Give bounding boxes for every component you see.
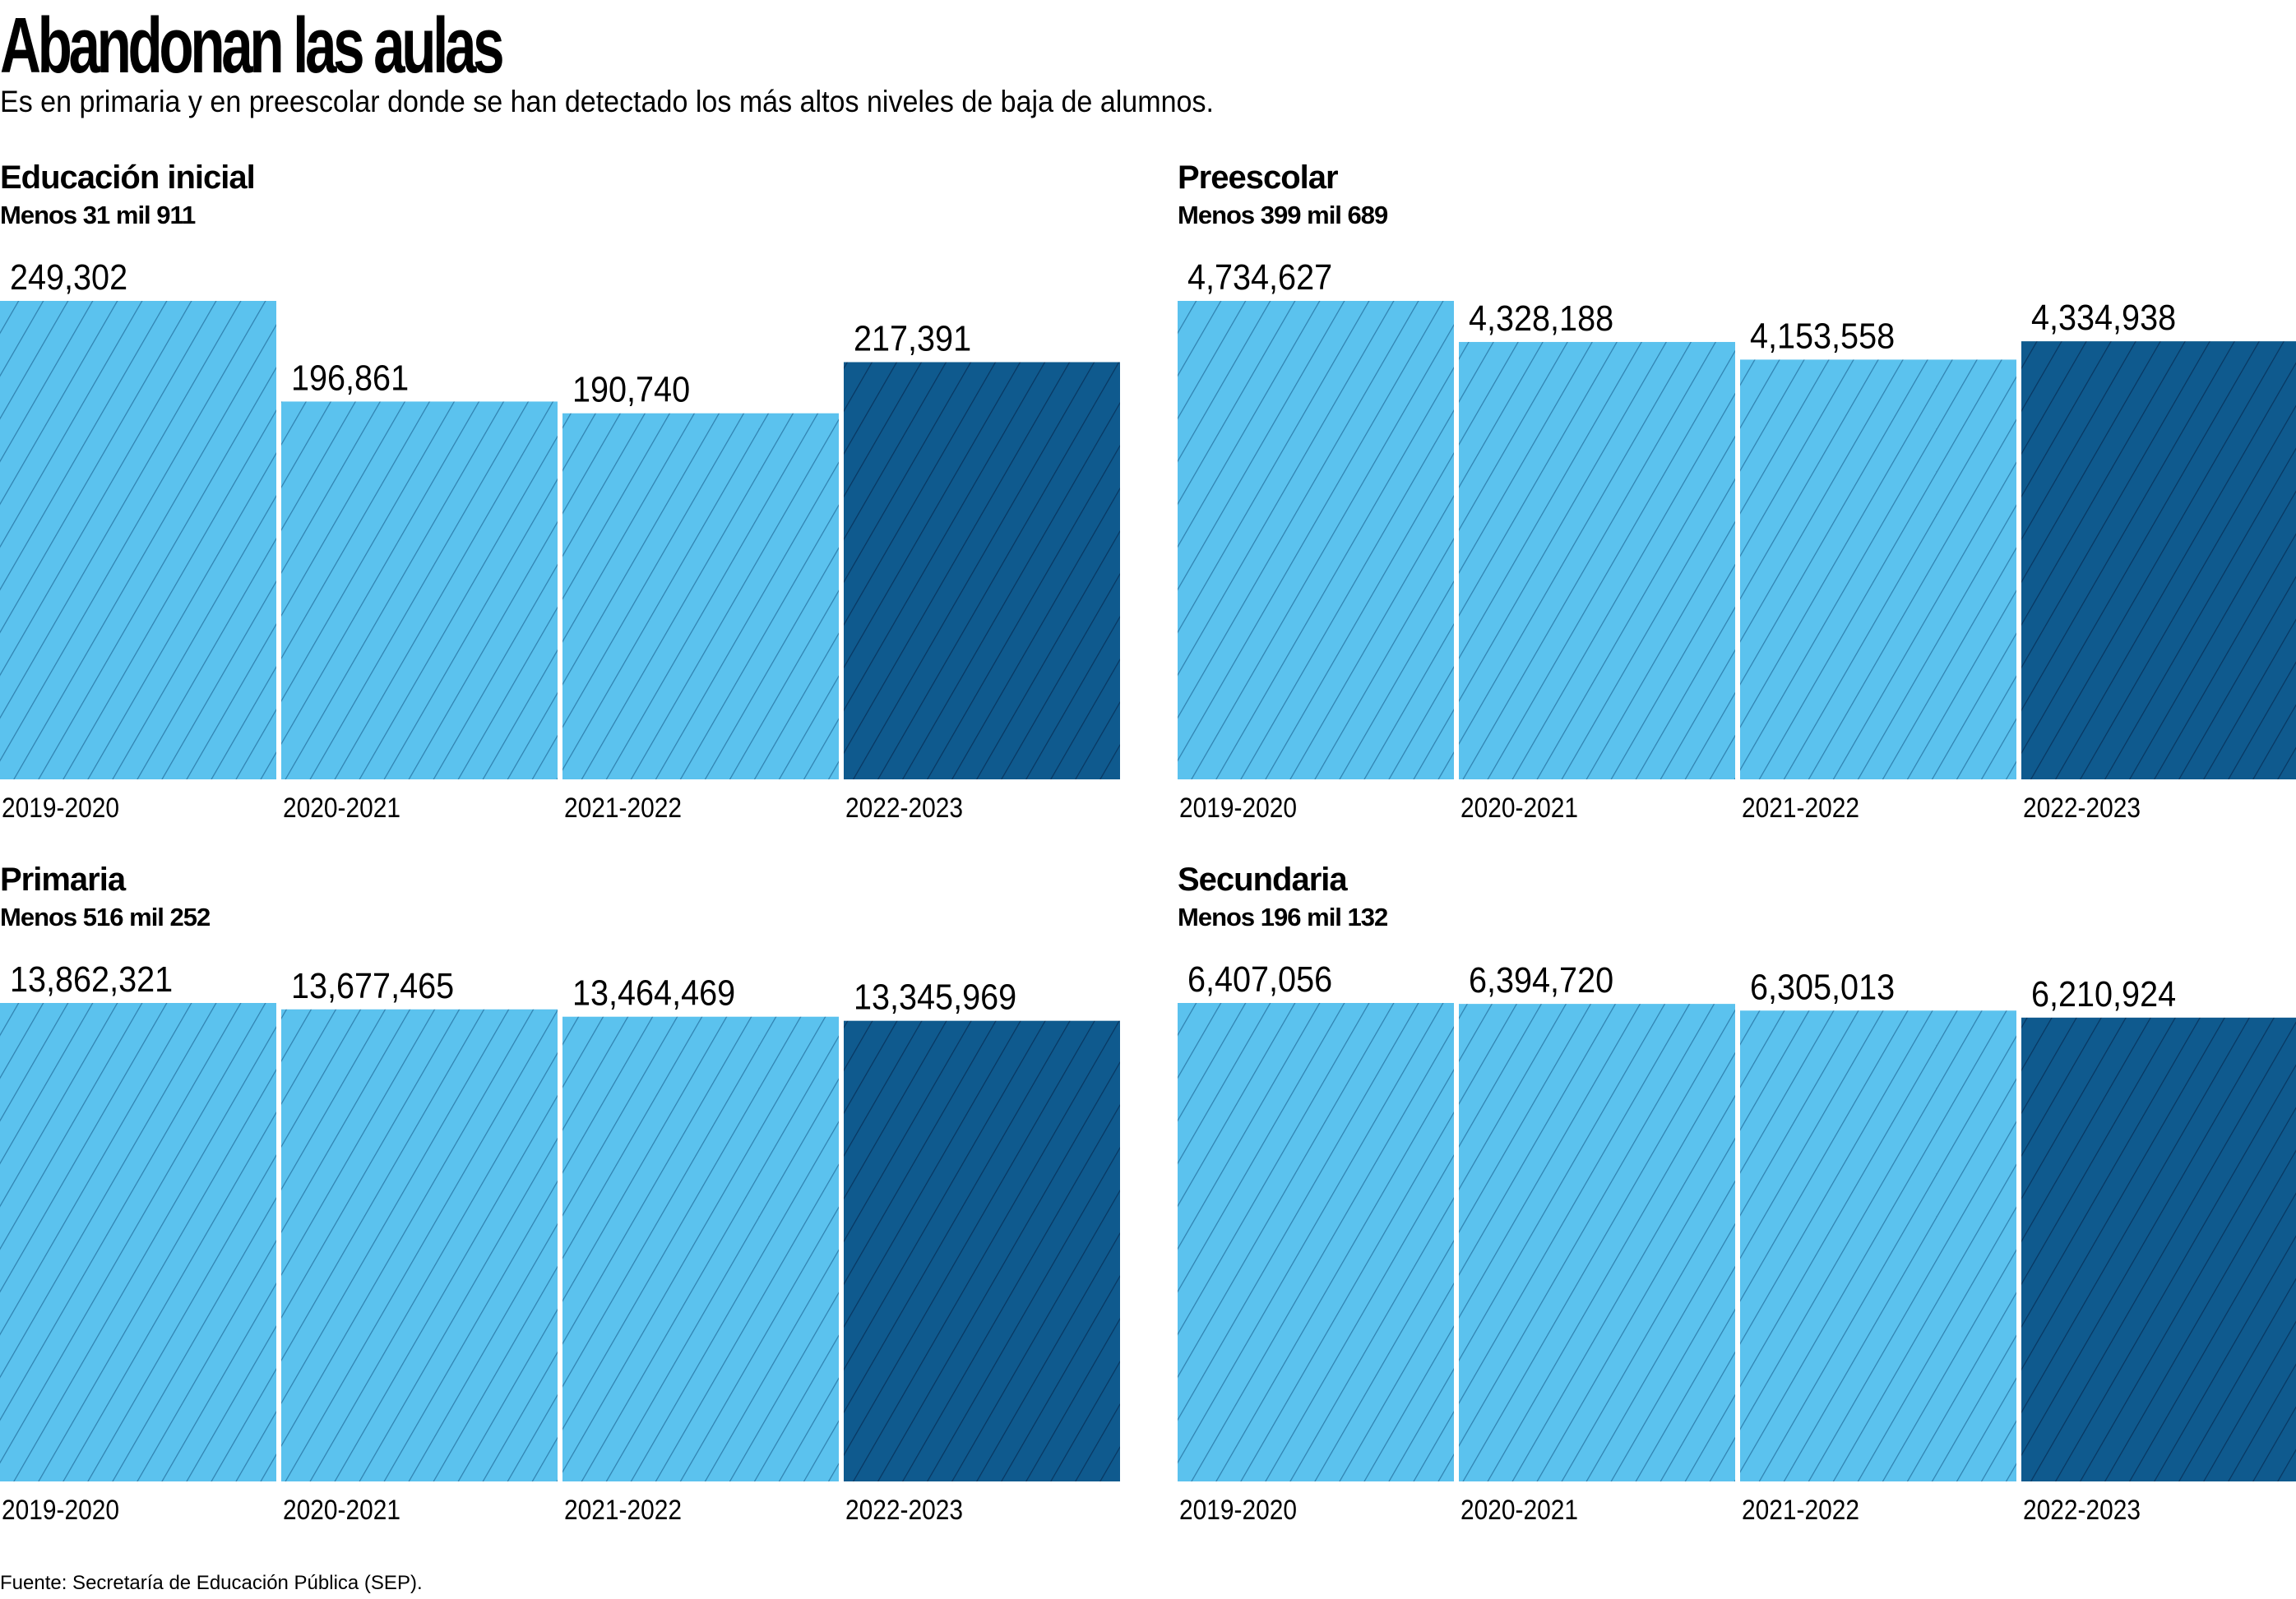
source-footnote: Fuente: Secretaría de Educación Pública …: [0, 1572, 423, 1594]
bar-value-label: 13,345,969: [854, 977, 1016, 1017]
bar-2022-2023: [2021, 1017, 2296, 1481]
bar-2019-2020: [1178, 301, 1454, 779]
bar-value-label: 190,740: [572, 369, 690, 409]
bar-value-label: 6,394,720: [1469, 959, 1613, 1000]
panel-preescolar: Preescolar Menos 399 mil 689 4,734,627 20…: [1178, 161, 2296, 868]
panel-educacion-inicial: Educación inicial Menos 31 mil 911 249,3…: [0, 161, 1125, 868]
bar-2021-2022: [562, 1016, 839, 1481]
panel-title: Primaria: [0, 862, 126, 898]
bar-value-label: 4,334,938: [2031, 297, 2176, 337]
category-label: 2020-2021: [283, 1494, 400, 1525]
bar-2019-2020: [1178, 1003, 1454, 1481]
bar-value-label: 6,305,013: [1750, 966, 1895, 1006]
category-label: 2022-2023: [845, 792, 963, 823]
bar-chart-svg: 249,302 2019-2020 196,861 2020-2021 190,740 2…: [0, 256, 1120, 823]
category-label: 2021-2022: [564, 792, 682, 823]
category-label: 2019-2020: [2, 1494, 119, 1525]
category-label: 2020-2021: [283, 792, 400, 823]
panel-title: Preescolar: [1178, 159, 1339, 196]
panel-secundaria: Secundaria Menos 196 mil 132 6,407,056 20…: [1178, 863, 2296, 1570]
category-label: 2021-2022: [564, 1494, 682, 1525]
panel-title: Secundaria: [1178, 862, 1348, 898]
bar-value-label: 13,677,465: [291, 965, 454, 1005]
bar-2019-2020: [0, 301, 276, 779]
panel-primaria: Primaria Menos 516 mil 252 13,862,321 201…: [0, 863, 1125, 1570]
bar-2020-2021: [281, 1009, 558, 1481]
panel-subtitle: Menos 399 mil 689: [1178, 201, 1388, 229]
bar-2021-2022: [562, 413, 839, 779]
category-label: 2021-2022: [1742, 1494, 1859, 1525]
bar-value-label: 196,861: [291, 357, 409, 397]
bar-value-label: 4,153,558: [1750, 315, 1895, 355]
category-label: 2022-2023: [2023, 1494, 2141, 1525]
bar-2022-2023: [844, 362, 1120, 779]
panel-title: Educación inicial: [0, 159, 256, 196]
bar-2020-2021: [281, 401, 558, 779]
panel-subtitle: Menos 516 mil 252: [0, 903, 211, 931]
chart-subtitle: Es en primaria y en preescolar donde se …: [0, 85, 1214, 118]
bar-chart-svg: 4,734,627 2019-2020 4,328,188 2020-2021 4,15…: [1178, 256, 2296, 823]
bar-value-label: 249,302: [10, 256, 127, 297]
category-label: 2021-2022: [1742, 792, 1859, 823]
category-label: 2022-2023: [845, 1494, 963, 1525]
bar-2020-2021: [1459, 341, 1735, 779]
category-label: 2019-2020: [1179, 1494, 1297, 1525]
bar-chart-svg: 13,862,321 2019-2020 13,677,465 2020-2021 13…: [0, 959, 1120, 1525]
bar-2019-2020: [0, 1003, 276, 1481]
bar-value-label: 6,407,056: [1187, 959, 1332, 999]
bar-value-label: 4,328,188: [1469, 298, 1613, 338]
bar-2022-2023: [2021, 341, 2296, 779]
panel-subtitle: Menos 31 mil 911: [0, 201, 196, 229]
bar-2021-2022: [1740, 359, 2016, 779]
bar-2020-2021: [1459, 1004, 1735, 1481]
bar-value-label: 217,391: [854, 318, 971, 358]
bar-value-label: 6,210,924: [2031, 973, 2176, 1014]
panel-subtitle: Menos 196 mil 132: [1178, 903, 1388, 931]
bar-2022-2023: [844, 1020, 1120, 1481]
category-label: 2020-2021: [1460, 1494, 1578, 1525]
category-label: 2020-2021: [1460, 792, 1578, 823]
category-label: 2019-2020: [1179, 792, 1297, 823]
bar-chart-svg: 6,407,056 2019-2020 6,394,720 2020-2021 6,30…: [1178, 959, 2296, 1525]
category-label: 2019-2020: [2, 792, 119, 823]
bar-2021-2022: [1740, 1010, 2016, 1481]
chart-title: Abandonan las aulas: [0, 2, 505, 90]
bar-value-label: 4,734,627: [1187, 256, 1332, 297]
bar-value-label: 13,862,321: [10, 959, 173, 999]
category-label: 2022-2023: [2023, 792, 2141, 823]
bar-value-label: 13,464,469: [572, 973, 735, 1013]
